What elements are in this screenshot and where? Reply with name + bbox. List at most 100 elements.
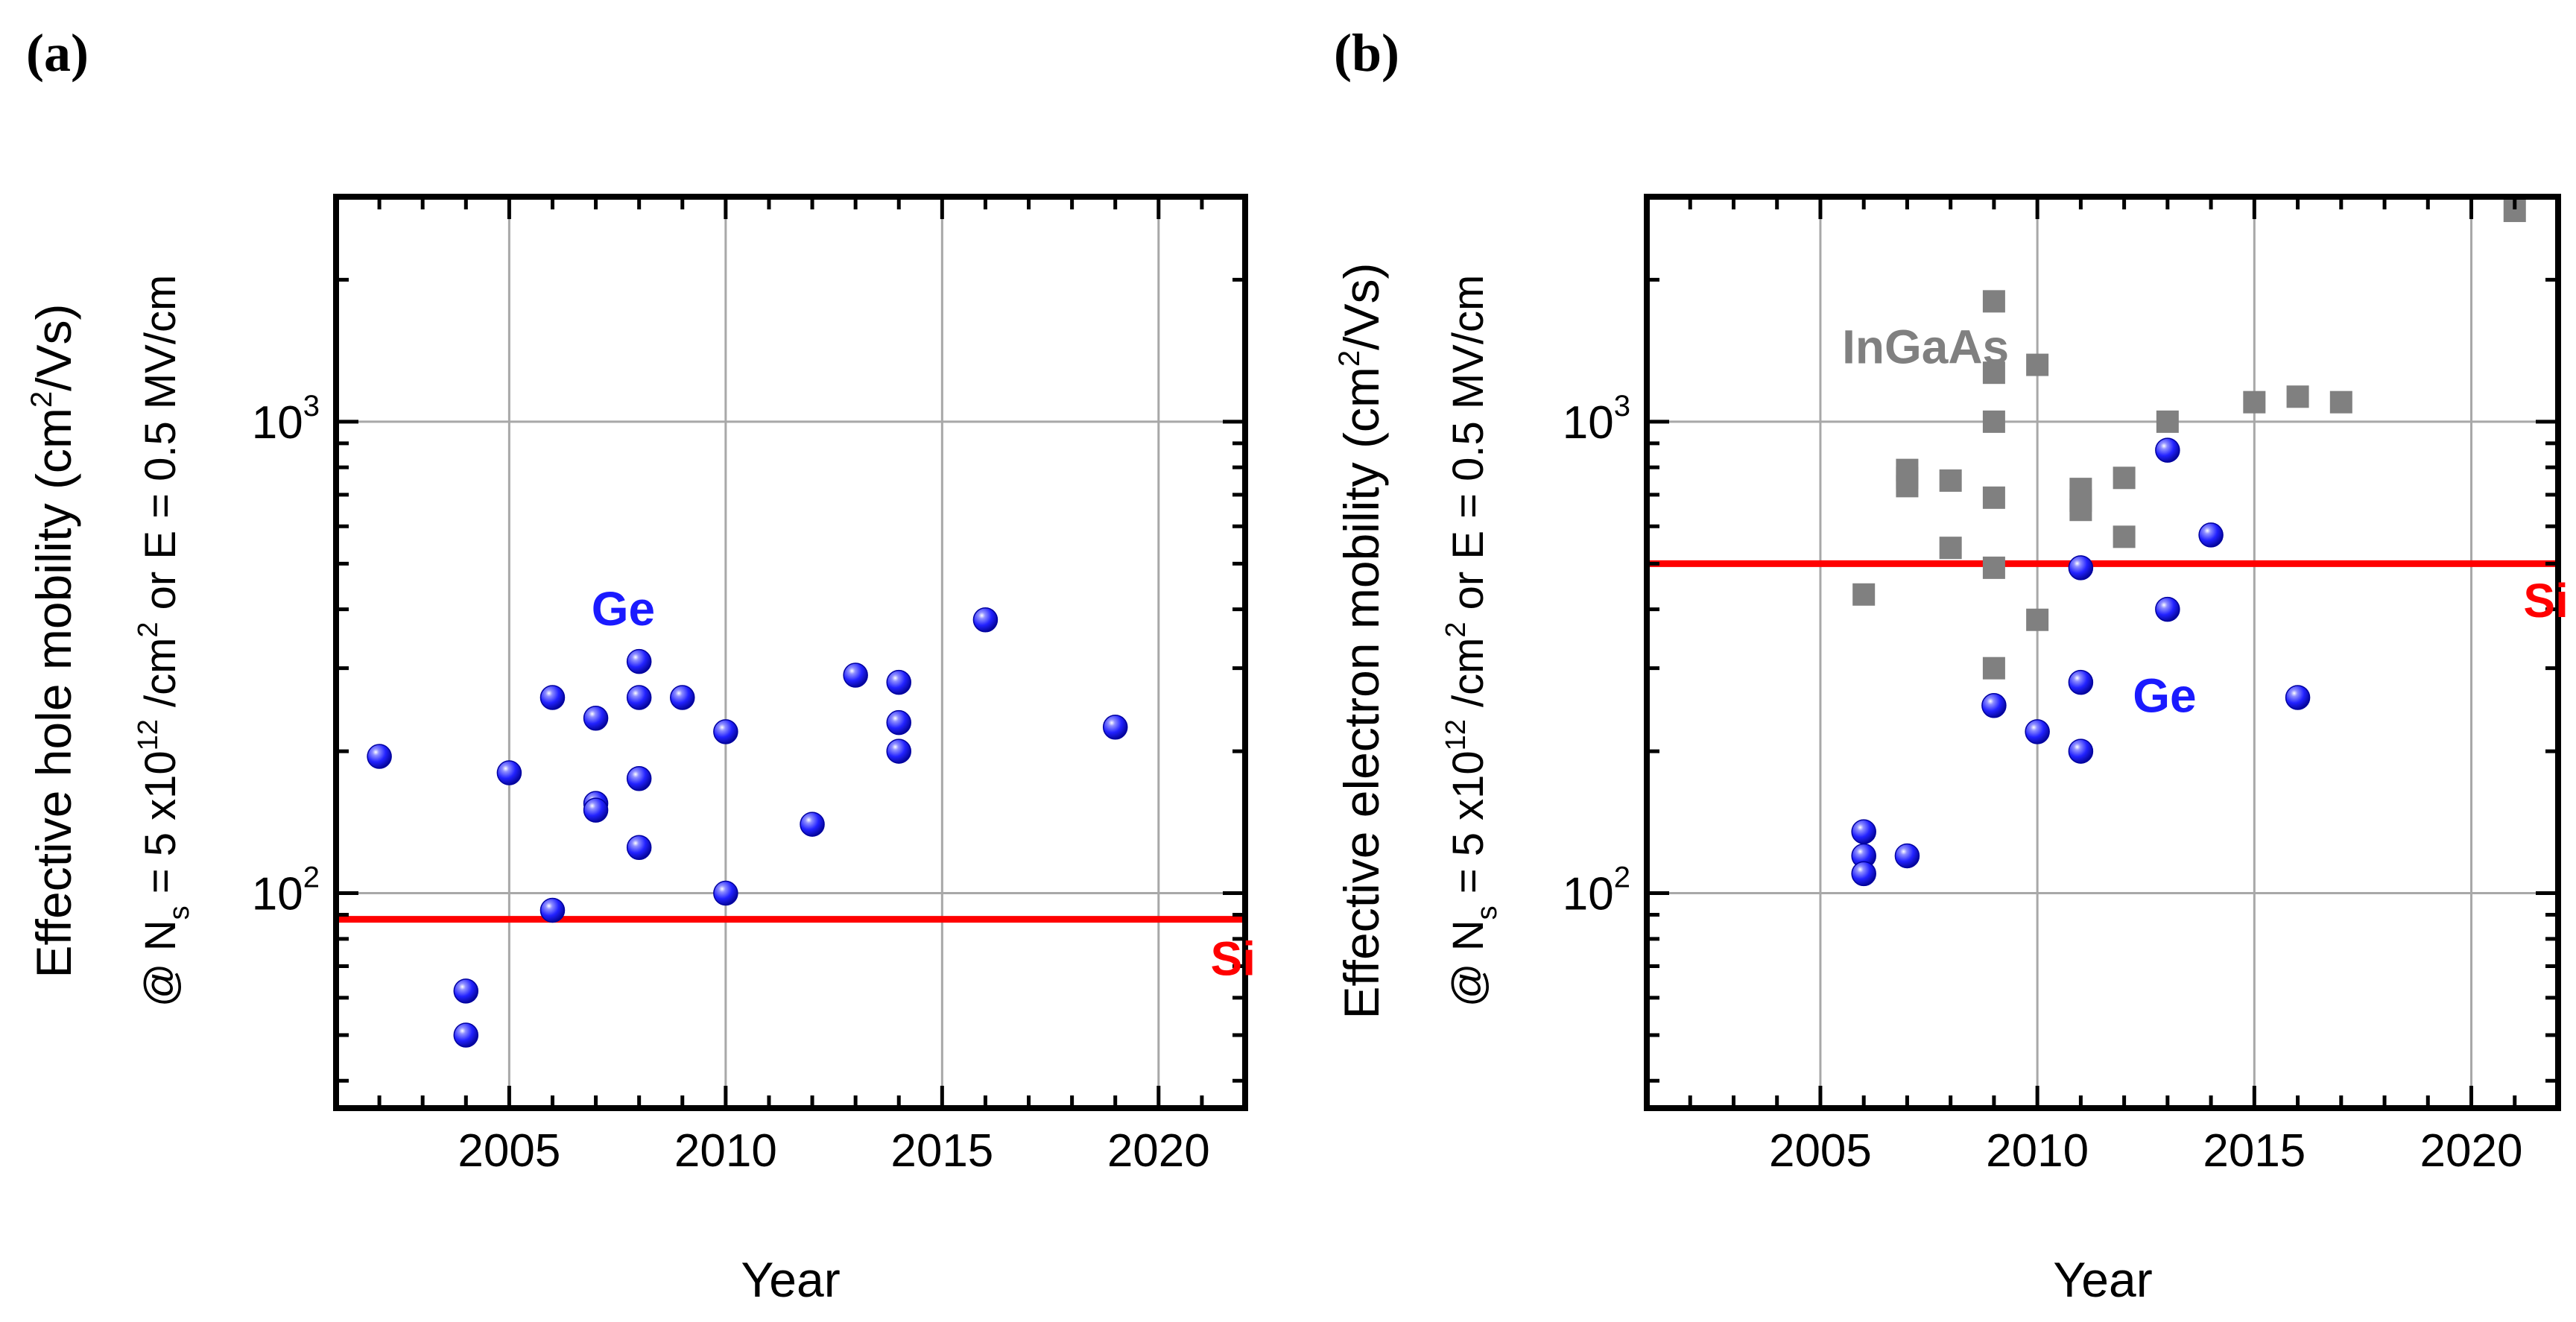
annotation-ge: Ge: [2133, 669, 2196, 723]
y-tick-label: 103: [1563, 390, 1630, 449]
data-point-ge: [2025, 719, 2050, 744]
panel-b: (b) 2005 2010 2015 2020 102 103 InGaAs Ge Si Ye…: [1333, 23, 2569, 1307]
panel-a-cond-a: @ N: [136, 920, 185, 1007]
data-point-ge: [367, 744, 392, 769]
data-point-ge: [1102, 714, 1128, 740]
panel-b-cond-a: @ N: [1444, 920, 1493, 1007]
panel-b-ylabel-sup: 2: [1333, 350, 1366, 367]
annotation-si: Si: [2523, 574, 2568, 627]
data-point-ingaas: [2113, 467, 2136, 490]
x-tick-label: 2005: [458, 1125, 560, 1177]
x-tick-label: 2020: [1107, 1125, 1210, 1177]
x-tick-label: 2005: [1769, 1125, 1872, 1177]
panel-a-cond-d: or E = 0.5 MV/cm: [136, 275, 185, 622]
data-point-ge: [886, 709, 911, 736]
panel-b-cond-sup1: 12: [1440, 719, 1472, 750]
y-tick-label: 103: [252, 390, 320, 449]
data-point-ge: [1894, 843, 1920, 869]
data-point-ingaas: [2113, 525, 2136, 548]
data-point-ge: [583, 706, 609, 731]
data-point-ge: [626, 835, 652, 860]
data-point-ge: [972, 607, 999, 633]
data-point-ingaas: [2156, 410, 2179, 433]
data-point-ingaas: [2026, 608, 2049, 631]
data-point-ingaas: [1982, 556, 2005, 579]
y-tick-label: 102: [252, 861, 320, 920]
data-point-ge: [453, 1022, 479, 1048]
data-point-ingaas: [2026, 353, 2049, 376]
panel-a-frame: [333, 194, 1248, 1111]
panel-b-points: [1851, 199, 2526, 887]
data-point-ingaas: [2286, 385, 2309, 408]
x-tick-label: 2015: [890, 1125, 993, 1177]
data-point-ge: [886, 669, 911, 695]
data-point-ingaas: [2069, 499, 2092, 522]
panel-b-cond-sup2: 2: [1440, 622, 1472, 637]
annotation-ingaas: InGaAs: [1842, 320, 2009, 374]
panel-a-annotations: Ge Si: [592, 582, 1256, 986]
data-point-ge: [1981, 693, 2007, 718]
panel-b-ylabel-suffix: /Vs): [1334, 263, 1389, 350]
data-point-ge: [713, 880, 738, 906]
data-point-ingaas: [2243, 390, 2266, 414]
panel-a-label: (a): [26, 23, 89, 83]
data-point-ge: [670, 685, 695, 710]
data-point-ge: [539, 897, 566, 923]
data-point-ingaas: [1982, 410, 2005, 433]
data-point-ge: [2068, 669, 2094, 695]
data-point-ge: [2155, 596, 2180, 622]
data-point-ge: [1851, 819, 1876, 844]
panel-b-frame: [1644, 194, 2561, 1111]
panel-b-label: (b): [1334, 23, 1399, 83]
data-point-ge: [626, 648, 652, 674]
data-point-ge: [2068, 739, 2094, 764]
panel-a-ylabel-prefix: Effective hole mobility (cm: [26, 408, 81, 978]
panel-a-cond-c: /cm: [136, 638, 185, 720]
data-point-ge: [713, 719, 738, 744]
data-point-ge: [453, 978, 479, 1004]
panel-a-y-axis-label: Effective hole mobility (cm2/Vs): [25, 304, 81, 978]
data-point-ge: [2285, 685, 2311, 710]
data-point-ge: [626, 766, 652, 791]
panel-a-cond-sup2: 2: [133, 622, 164, 637]
panel-a: (a) 2005 2010 2015 2020 102 103 Ge Si Year Eff…: [25, 23, 1256, 1307]
panel-a-cond-sup1: 12: [133, 719, 164, 750]
x-tick-label: 2010: [674, 1125, 777, 1177]
data-point-ge: [626, 685, 652, 710]
data-point-ingaas: [1982, 657, 2005, 680]
panel-a-ylabel-sup: 2: [25, 391, 58, 408]
panel-b-cond-d: or E = 0.5 MV/cm: [1444, 275, 1493, 622]
plot-frame: [1644, 194, 2561, 1111]
data-point-ingaas: [1939, 469, 1962, 492]
data-point-ge: [2068, 555, 2094, 581]
data-point-ge: [496, 760, 522, 785]
annotation-si: Si: [1211, 932, 1256, 986]
panel-b-y-axis-condition: @ Ns = 5 x1012 /cm2 or E = 0.5 MV/cm: [1440, 275, 1503, 1008]
panel-a-cond-sub: s: [164, 905, 195, 920]
plot-frame: [333, 194, 1248, 1111]
y-tick-label: 102: [1563, 861, 1630, 920]
panel-a-y-axis-condition: @ Ns = 5 x1012 /cm2 or E = 0.5 MV/cm: [133, 275, 195, 1008]
data-point-ge: [2198, 522, 2224, 548]
data-point-ingaas: [1982, 361, 2005, 385]
data-point-ge: [539, 685, 566, 710]
panel-b-cond-c: /cm: [1444, 638, 1493, 720]
data-point-ge: [843, 662, 868, 688]
panel-a-ticks: 2005 2010 2015 2020 102 103: [252, 194, 1247, 1177]
data-point-ge: [2155, 437, 2180, 463]
panel-a-grid: [336, 197, 1245, 1108]
data-point-ingaas: [1982, 290, 2005, 313]
data-point-ge: [583, 797, 609, 823]
panel-b-ylabel-prefix: Effective electron mobility (cm: [1334, 367, 1389, 1019]
panel-a-x-axis-label: Year: [741, 1252, 840, 1307]
data-point-ge: [886, 739, 911, 764]
data-point-ingaas: [1896, 475, 1919, 498]
data-point-ge: [800, 812, 825, 837]
panel-b-y-axis-label: Effective electron mobility (cm2/Vs): [1333, 263, 1389, 1019]
x-tick-label: 2020: [2420, 1125, 2523, 1177]
annotation-ge: Ge: [592, 582, 655, 636]
panel-b-ticks: 2005 2010 2015 2020 102 103: [1563, 194, 2560, 1177]
panel-b-cond-sub: s: [1472, 905, 1503, 920]
panel-a-points: [367, 607, 1128, 1048]
